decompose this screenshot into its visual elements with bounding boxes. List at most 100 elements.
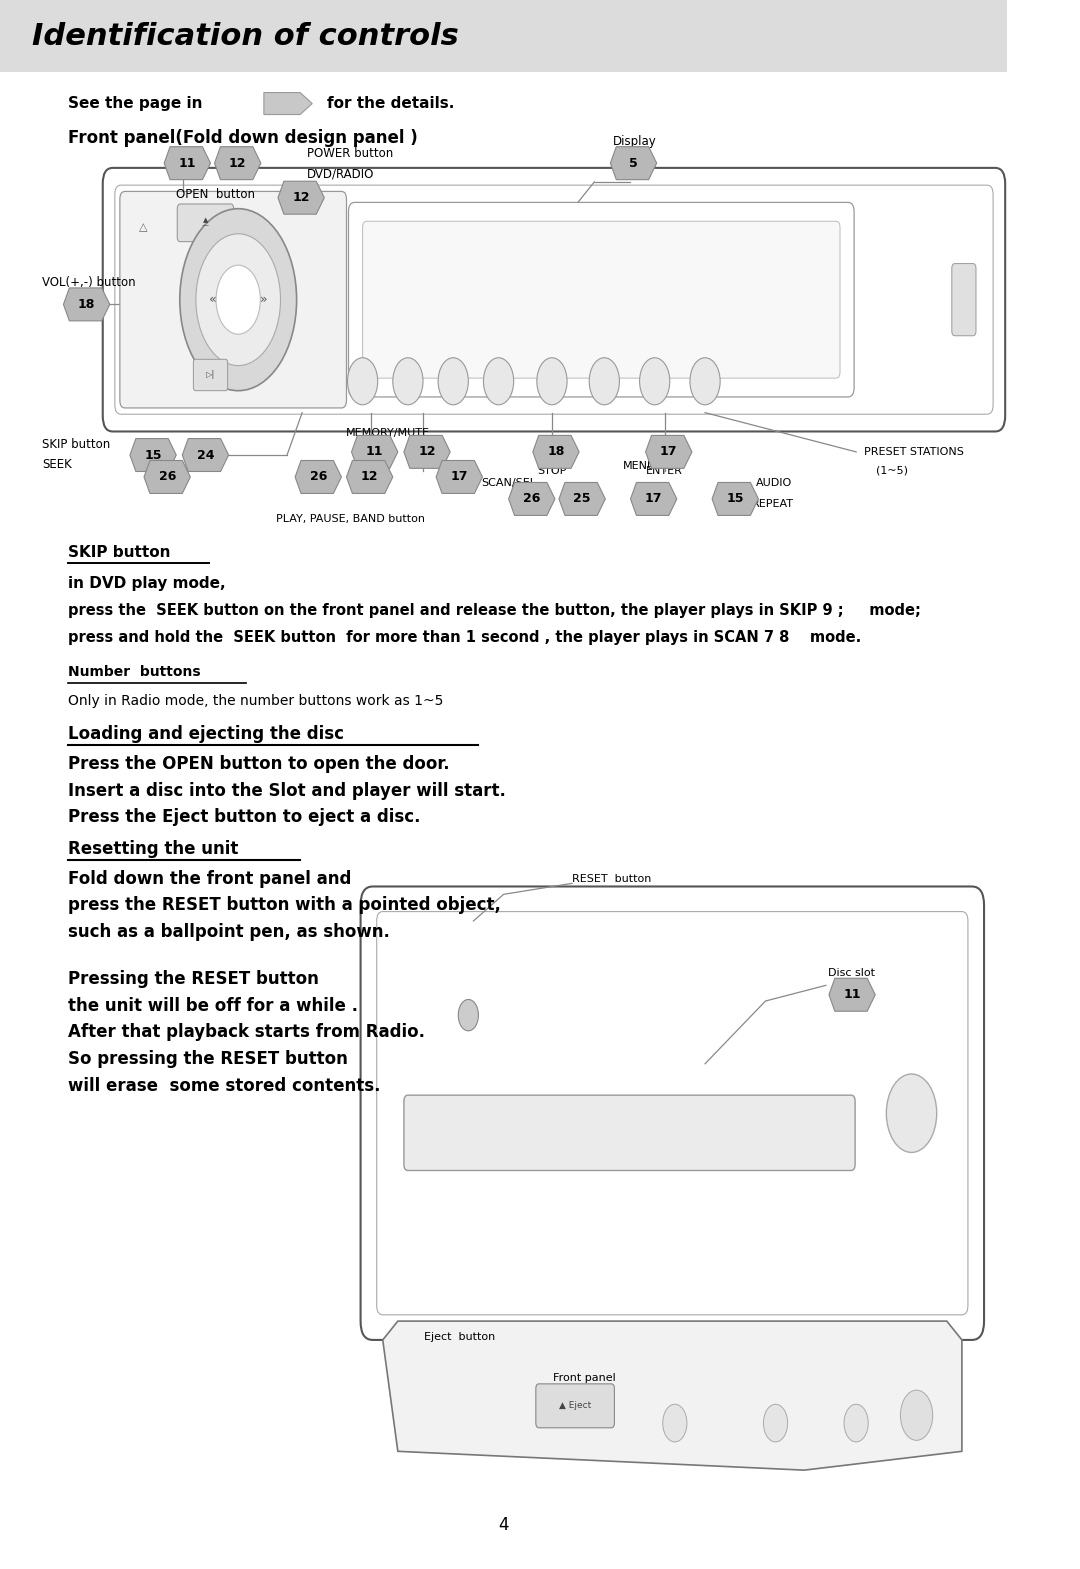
Text: STOP: STOP	[537, 466, 567, 475]
Circle shape	[590, 358, 620, 405]
Circle shape	[393, 358, 423, 405]
Polygon shape	[215, 147, 261, 180]
Circle shape	[887, 1073, 936, 1152]
Text: press the RESET button with a pointed object,: press the RESET button with a pointed ob…	[68, 896, 501, 915]
Text: Loading and ejecting the disc: Loading and ejecting the disc	[68, 725, 345, 744]
Text: 15: 15	[727, 493, 744, 505]
Circle shape	[179, 209, 297, 391]
Text: 11: 11	[178, 157, 197, 169]
Text: Press the Eject button to eject a disc.: Press the Eject button to eject a disc.	[68, 808, 421, 827]
Text: PLAY, PAUSE, BAND button: PLAY, PAUSE, BAND button	[276, 515, 426, 524]
Text: △: △	[138, 223, 147, 232]
Polygon shape	[351, 436, 397, 468]
Text: ENTER: ENTER	[646, 466, 684, 475]
Polygon shape	[64, 289, 110, 320]
Circle shape	[663, 1404, 687, 1442]
Circle shape	[845, 1404, 868, 1442]
Text: 26: 26	[523, 493, 540, 505]
Polygon shape	[646, 436, 692, 468]
Text: 15: 15	[145, 449, 162, 461]
Text: the unit will be off for a while .: the unit will be off for a while .	[68, 996, 359, 1015]
Text: 11: 11	[843, 988, 861, 1001]
Circle shape	[901, 1390, 933, 1440]
Text: 12: 12	[418, 446, 436, 458]
Text: MEMORY/MUTE: MEMORY/MUTE	[346, 428, 430, 438]
Text: Eject  button: Eject button	[423, 1332, 495, 1341]
Text: Resetting the unit: Resetting the unit	[68, 839, 239, 858]
Text: press the  SEEK button on the front panel and release the button, the player pla: press the SEEK button on the front panel…	[68, 602, 921, 618]
Circle shape	[764, 1404, 787, 1442]
Text: RESET  button: RESET button	[572, 874, 651, 883]
Text: SCAN/SEL.: SCAN/SEL.	[482, 479, 540, 488]
Polygon shape	[295, 461, 341, 493]
Text: 17: 17	[450, 471, 468, 483]
FancyBboxPatch shape	[0, 0, 1008, 72]
Text: ▷|: ▷|	[206, 370, 215, 380]
Text: 17: 17	[645, 493, 662, 505]
Polygon shape	[436, 461, 483, 493]
Text: will erase  some stored contents.: will erase some stored contents.	[68, 1076, 381, 1095]
Text: 24: 24	[197, 449, 214, 461]
Text: in DVD play mode,: in DVD play mode,	[68, 576, 226, 592]
Circle shape	[458, 999, 478, 1031]
FancyBboxPatch shape	[377, 912, 968, 1315]
FancyBboxPatch shape	[404, 1095, 855, 1170]
Text: See the page in: See the page in	[68, 96, 203, 111]
Text: 17: 17	[660, 446, 677, 458]
Text: Identification of controls: Identification of controls	[32, 22, 459, 50]
FancyBboxPatch shape	[951, 264, 976, 336]
Text: Press the OPEN button to open the door.: Press the OPEN button to open the door.	[68, 755, 450, 774]
Text: for the details.: for the details.	[327, 96, 455, 111]
Circle shape	[639, 358, 670, 405]
Polygon shape	[631, 483, 677, 515]
Text: 18: 18	[548, 446, 565, 458]
Polygon shape	[532, 436, 579, 468]
Text: 4: 4	[498, 1516, 509, 1534]
Text: 12: 12	[229, 157, 246, 169]
Text: SKIP button: SKIP button	[68, 544, 171, 560]
Circle shape	[216, 265, 260, 334]
Text: Fold down the front panel and: Fold down the front panel and	[68, 869, 352, 888]
Polygon shape	[509, 483, 555, 515]
Circle shape	[195, 234, 281, 366]
Text: POWER button: POWER button	[307, 147, 393, 160]
Text: So pressing the RESET button: So pressing the RESET button	[68, 1050, 349, 1068]
FancyBboxPatch shape	[114, 185, 994, 414]
Text: 12: 12	[361, 471, 378, 483]
Text: Disc slot: Disc slot	[828, 968, 875, 977]
FancyBboxPatch shape	[177, 204, 233, 242]
Text: 25: 25	[573, 493, 591, 505]
Text: Front panel(Fold down design panel ): Front panel(Fold down design panel )	[68, 129, 418, 147]
Text: Front panel: Front panel	[553, 1373, 616, 1382]
Polygon shape	[347, 461, 393, 493]
Text: MENU: MENU	[622, 461, 656, 471]
Text: 11: 11	[366, 446, 383, 458]
Text: Only in Radio mode, the number buttons work as 1~5: Only in Radio mode, the number buttons w…	[68, 695, 444, 708]
Text: ▲ Eject: ▲ Eject	[559, 1401, 591, 1411]
Text: DVD/RADIO: DVD/RADIO	[307, 168, 375, 180]
FancyBboxPatch shape	[349, 202, 854, 397]
Text: »: »	[259, 293, 267, 306]
Polygon shape	[264, 93, 312, 115]
Text: such as a ballpoint pen, as shown.: such as a ballpoint pen, as shown.	[68, 923, 390, 941]
Text: SKIP button: SKIP button	[42, 438, 110, 450]
FancyBboxPatch shape	[103, 168, 1005, 431]
FancyBboxPatch shape	[363, 221, 840, 378]
Text: 26: 26	[310, 471, 327, 483]
Text: 26: 26	[159, 471, 176, 483]
Text: 12: 12	[293, 191, 310, 204]
Text: OPEN  button: OPEN button	[176, 188, 255, 201]
Text: AUDIO: AUDIO	[755, 479, 792, 488]
Polygon shape	[559, 483, 605, 515]
FancyBboxPatch shape	[193, 359, 228, 391]
Circle shape	[484, 358, 514, 405]
Circle shape	[348, 358, 378, 405]
Circle shape	[690, 358, 720, 405]
Polygon shape	[164, 147, 211, 180]
Circle shape	[537, 358, 567, 405]
FancyBboxPatch shape	[120, 191, 347, 408]
FancyBboxPatch shape	[361, 886, 984, 1340]
Text: press and hold the  SEEK button  for more than 1 second , the player plays in SC: press and hold the SEEK button for more …	[68, 629, 862, 645]
Circle shape	[438, 358, 469, 405]
Polygon shape	[144, 461, 190, 493]
